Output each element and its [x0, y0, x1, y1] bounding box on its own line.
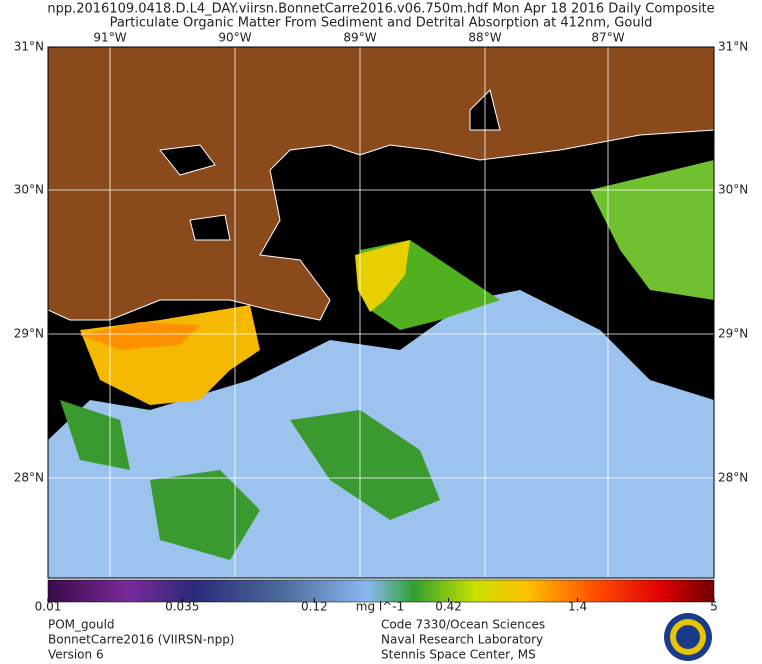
footer-right: Stennis Space Center, MS — [381, 648, 536, 662]
lat-label: 28°N — [14, 471, 44, 485]
map-frame — [47, 46, 715, 579]
colorbar-units: mg l^-1 — [356, 600, 404, 614]
graticule — [48, 47, 714, 578]
footer-right: Code 7330/Ocean Sciences — [381, 618, 545, 632]
logo — [664, 613, 712, 661]
map — [48, 47, 714, 578]
lon-label: 90°W — [218, 31, 251, 45]
colorbar-tick-label: 0.01 — [35, 600, 62, 614]
colorbar-tick-label: 1.4 — [568, 600, 587, 614]
colorbar-tick-label: 5 — [710, 600, 718, 614]
footer-right: Naval Research Laboratory — [381, 633, 543, 647]
lake — [159, 89, 501, 241]
colorbar — [47, 579, 715, 603]
green-patch — [590, 160, 714, 300]
lon-label: 89°W — [343, 31, 376, 45]
lon-label: 88°W — [468, 31, 501, 45]
lat-label: 31°N — [718, 40, 748, 54]
lat-label: 29°N — [14, 327, 44, 341]
lat-label: 30°N — [718, 183, 748, 197]
footer-left: POM_gould — [48, 618, 115, 632]
lat-label: 30°N — [14, 183, 44, 197]
lat-label: 28°N — [718, 471, 748, 485]
title-line-1: npp.2016109.0418.D.L4_DAY.viirsn.BonnetC… — [47, 2, 714, 17]
title-line-2: Particulate Organic Matter From Sediment… — [110, 16, 653, 31]
yellow-plume — [355, 240, 410, 312]
footer-left: BonnetCarre2016 (VIIRSN-npp) — [48, 633, 235, 647]
green-patch — [60, 400, 440, 560]
colorbar-tick-label: 0.035 — [165, 600, 199, 614]
lat-label: 31°N — [14, 40, 44, 54]
lon-label: 91°W — [93, 31, 126, 45]
lat-label: 29°N — [718, 327, 748, 341]
colorbar-tick-label: 0.42 — [435, 600, 462, 614]
lon-label: 87°W — [591, 31, 624, 45]
colorbar-tick-label: 0.12 — [301, 600, 328, 614]
land — [48, 47, 714, 321]
footer-left: Version 6 — [48, 648, 104, 662]
